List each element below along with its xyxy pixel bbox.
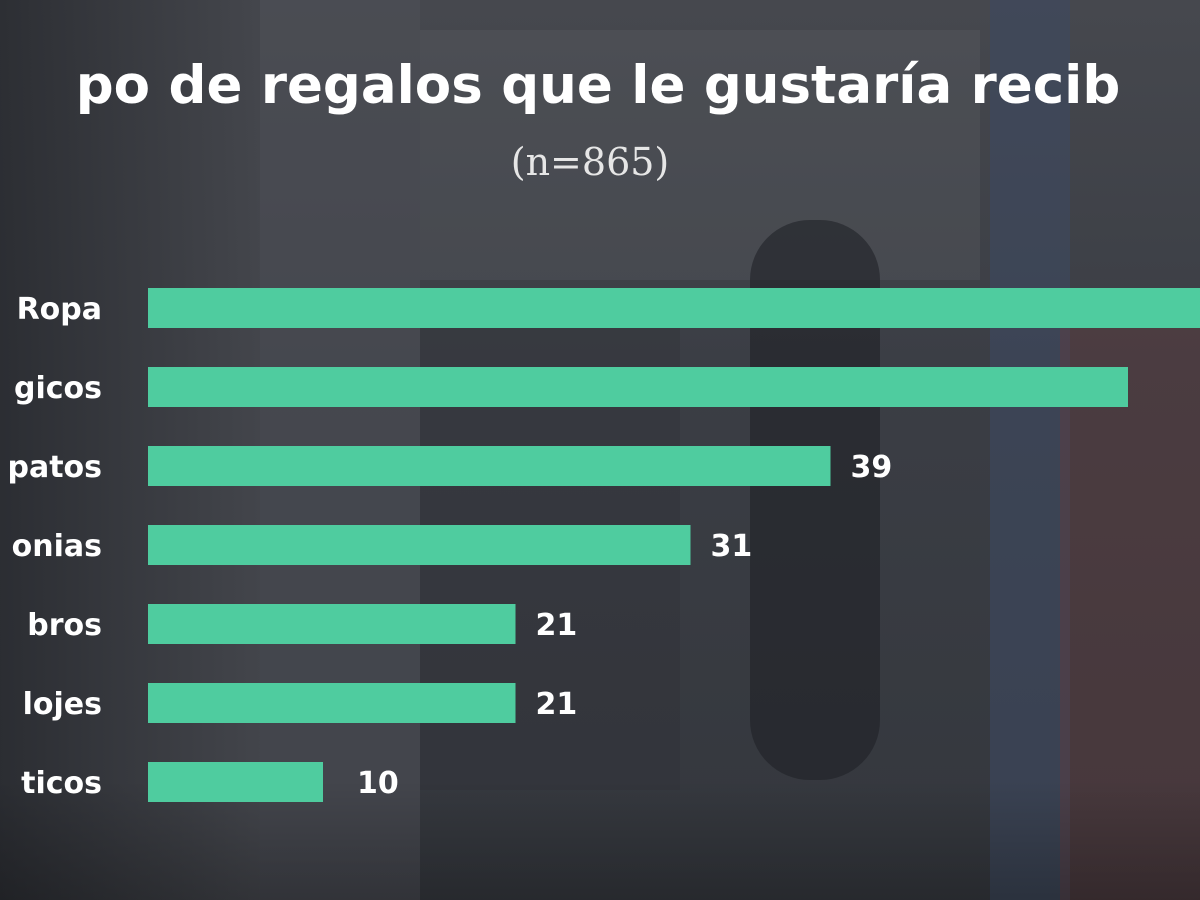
bars-group: Ropa gicos patos 39 onias 31 bros 21 lojes 21 tico… — [7, 288, 1200, 802]
bar-bros — [148, 604, 516, 644]
category-label: bros — [27, 608, 102, 643]
category-label: lojes — [23, 687, 102, 722]
bar-lojes — [148, 683, 516, 723]
category-label: gicos — [14, 371, 102, 406]
bar-gicos — [148, 367, 1128, 407]
bar-ticos — [148, 762, 323, 802]
value-label: 10 — [357, 766, 399, 801]
category-label: onias — [12, 529, 102, 564]
category-label: Ropa — [17, 292, 102, 327]
bar-patos — [148, 446, 831, 486]
chart-title: po de regalos que le gustaría recib — [76, 55, 1121, 116]
category-label: patos — [7, 450, 102, 485]
background-pillar — [990, 0, 1070, 900]
bar-ropa — [148, 288, 1200, 328]
category-label: ticos — [21, 766, 102, 801]
background-window — [420, 30, 980, 280]
bar-onias — [148, 525, 691, 565]
value-label: 39 — [851, 450, 893, 485]
value-label: 21 — [536, 608, 578, 643]
value-label: 31 — [711, 529, 753, 564]
chart-subtitle: (n=865) — [511, 140, 670, 184]
value-label: 21 — [536, 687, 578, 722]
